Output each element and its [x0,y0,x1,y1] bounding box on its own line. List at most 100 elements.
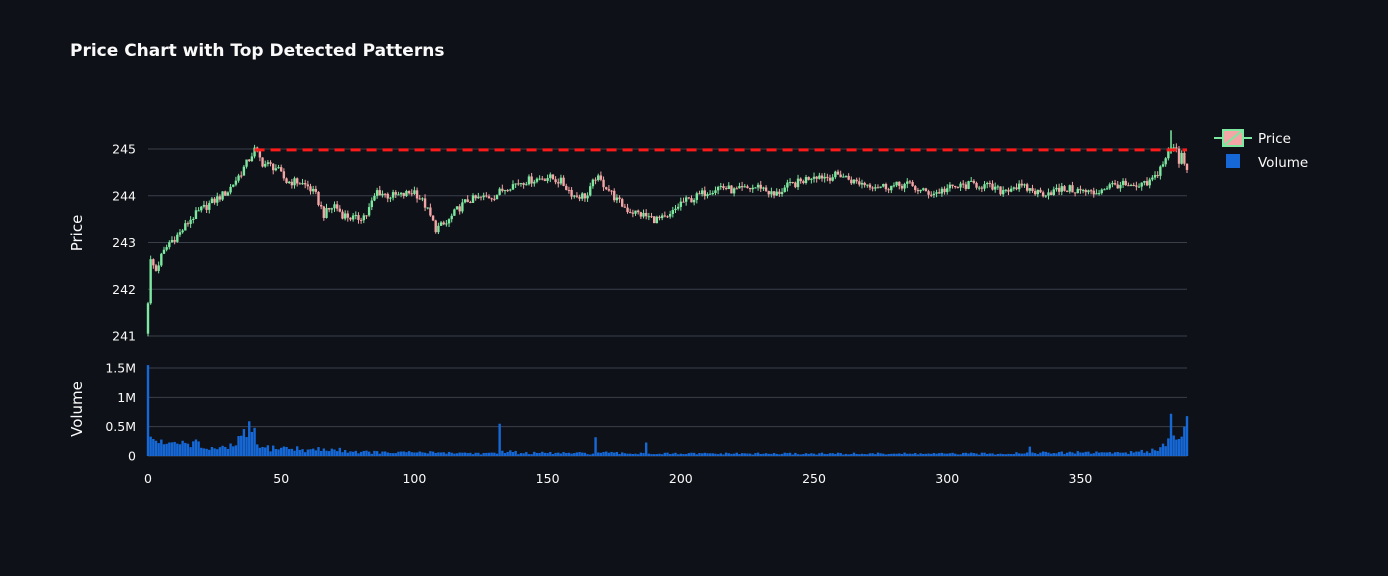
volume-bar[interactable] [450,452,453,456]
candle[interactable] [397,191,400,196]
volume-bar[interactable] [1009,454,1013,456]
candle[interactable] [445,220,448,227]
candle[interactable] [802,179,805,185]
volume-bar[interactable] [266,445,270,456]
volume-bar[interactable] [754,453,757,456]
candle[interactable] [1132,182,1135,187]
candle[interactable] [1151,175,1154,182]
candle[interactable] [477,192,480,199]
candle[interactable] [325,203,328,219]
candle[interactable] [860,179,864,189]
volume-bar[interactable] [474,452,477,456]
candle[interactable] [906,178,909,189]
candle[interactable] [631,209,635,218]
candle[interactable] [666,215,669,218]
candle[interactable] [714,186,717,196]
candle[interactable] [581,192,584,201]
candle[interactable] [719,182,722,190]
volume-bar[interactable] [898,453,901,456]
volume-bar[interactable] [1185,416,1189,456]
candle[interactable] [202,200,206,209]
volume-bar[interactable] [684,454,688,456]
volume-bar[interactable] [908,453,912,456]
candle[interactable] [730,185,733,194]
volume-bar[interactable] [1036,454,1040,456]
candle[interactable] [871,186,874,192]
candle[interactable] [786,179,789,192]
candle[interactable] [386,192,389,203]
candle[interactable] [663,211,667,218]
candle[interactable] [775,188,778,196]
volume-bar[interactable] [1143,452,1146,456]
candle[interactable] [471,193,475,203]
candle[interactable] [309,183,312,195]
candle[interactable] [1143,180,1146,186]
volume-bar[interactable] [671,453,675,456]
volume-bar[interactable] [882,453,885,456]
volume-bar[interactable] [879,453,882,456]
volume-bar[interactable] [341,452,344,456]
candle[interactable] [298,182,302,185]
volume-bar[interactable] [631,454,635,456]
volume-bar[interactable] [280,447,283,456]
volume-bar[interactable] [325,450,328,456]
volume-bar[interactable] [1057,452,1061,456]
candle[interactable] [173,236,176,245]
candle[interactable] [533,179,536,187]
volume-bar[interactable] [165,443,168,456]
volume-bar[interactable] [418,451,421,456]
candle[interactable] [629,208,632,214]
candle[interactable] [639,211,643,219]
candle[interactable] [991,180,994,191]
volume-bar[interactable] [844,453,848,456]
volume-bar[interactable] [1183,426,1186,456]
volume-bar[interactable] [487,452,491,456]
candle[interactable] [996,184,1000,190]
candle[interactable] [466,195,469,203]
candle[interactable] [415,187,419,203]
candle[interactable] [589,182,592,197]
volume-bar[interactable] [538,452,541,456]
volume-bar[interactable] [868,453,872,456]
volume-bar[interactable] [189,447,192,456]
candle[interactable] [652,216,656,224]
candle[interactable] [1137,183,1141,188]
volume-bar[interactable] [1004,454,1008,456]
candle[interactable] [594,177,597,185]
volume-bar[interactable] [751,454,754,456]
candle[interactable] [884,182,888,192]
candle[interactable] [447,218,451,228]
volume-bar[interactable] [1039,452,1042,456]
candle[interactable] [407,190,411,195]
candle[interactable] [687,197,691,200]
candle[interactable] [863,181,866,188]
candle[interactable] [1111,180,1114,188]
candle[interactable] [421,197,424,202]
volume-bar[interactable] [708,453,712,456]
volume-bar[interactable] [301,449,304,456]
volume-bar[interactable] [788,452,792,456]
candle[interactable] [930,191,933,198]
volume-bar[interactable] [482,452,485,456]
volume-bar[interactable] [370,453,373,456]
candle[interactable] [431,215,435,222]
candle[interactable] [1023,183,1026,188]
volume-bar[interactable] [1095,451,1098,456]
volume-bar[interactable] [924,453,928,456]
candle[interactable] [437,222,440,235]
candle[interactable] [658,215,661,221]
volume-bar[interactable] [458,452,461,456]
volume-bar[interactable] [727,453,730,456]
volume-bar[interactable] [948,453,952,456]
volume-bar[interactable] [1124,452,1127,456]
volume-bar[interactable] [946,453,949,456]
candle[interactable] [503,189,507,195]
candle[interactable] [972,179,976,185]
volume-bar[interactable] [687,453,691,456]
volume-bar[interactable] [205,448,208,456]
candle[interactable] [567,186,571,194]
volume-bar[interactable] [543,452,547,456]
volume-bar[interactable] [847,454,850,456]
volume-bar[interactable] [146,365,150,456]
candle[interactable] [487,194,491,199]
